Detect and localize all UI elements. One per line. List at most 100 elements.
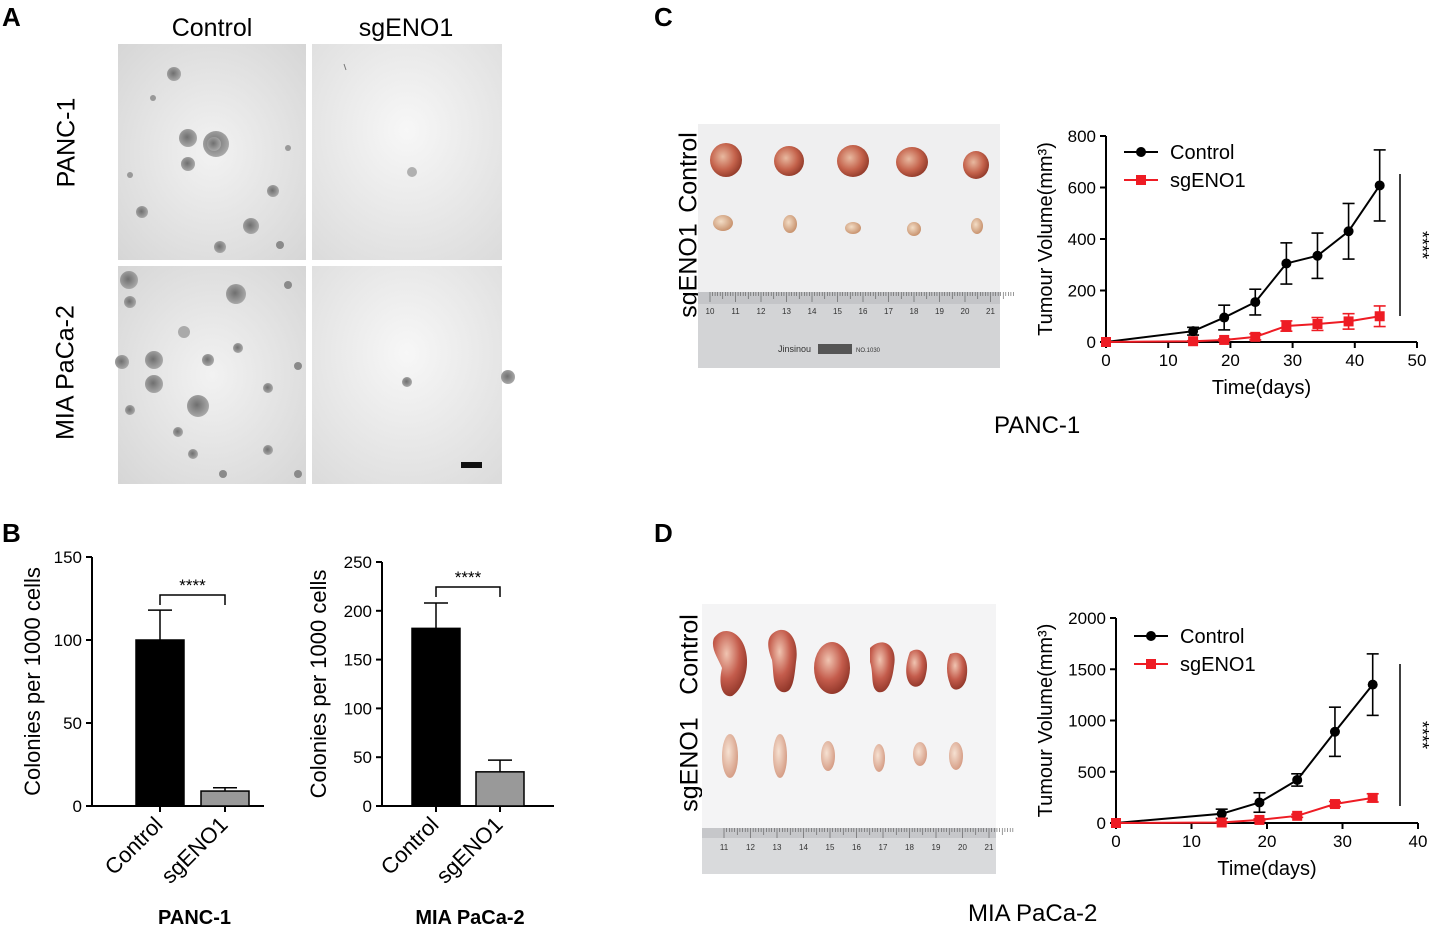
legend-label-sgeno1: sgENO1 [1170,170,1246,192]
ruler-label: 20 [961,307,970,316]
ruler-model-text: NO.1030 [856,348,881,354]
x-tick-label: 30 [1283,351,1302,370]
point-control [1312,250,1323,261]
ruler-label: 16 [859,307,868,316]
panel-b-letter: B [2,518,21,548]
ruler-label: 15 [826,843,835,852]
y-tick-label: 150 [344,651,372,670]
chart-c-panc1-tumour-volume: 0 200 400 600 800 0 10 20 30 40 50 Control sgENO1 ***… [1035,127,1432,399]
point-sgeno1 [1101,337,1111,347]
ruler-label: 10 [706,307,715,316]
point-control [1292,774,1303,785]
point-sgeno1 [1367,792,1378,803]
microscopy-image-mia-control [115,266,306,484]
significance-stars: **** [455,568,482,587]
ruler-label: 18 [910,307,919,316]
y-tick-label: 50 [63,714,82,733]
panel-c-letter: C [654,2,673,32]
point-control [1254,797,1265,808]
point-control [1219,312,1230,323]
point-sgeno1 [1329,799,1340,810]
ruler-label: 19 [935,307,944,316]
x-axis-label: Time(days) [1217,858,1316,880]
panel-a-row-label-mia: MIA PaCa-2 [51,305,80,440]
legend-label-sgeno1: sgENO1 [1180,654,1256,676]
series-line-sgeno1 [1115,796,1373,824]
x-tick-label: 50 [1408,351,1427,370]
ruler-label: 17 [879,843,888,852]
series-line-sgeno1 [1105,315,1380,343]
y-axis-label: Tumour Volume(mm³) [1035,624,1057,818]
point-control [1343,226,1354,237]
x-tick-label: 0 [1111,832,1120,851]
significance-stars: **** [1412,231,1432,259]
y-tick-label: 100 [54,631,82,650]
x-tick-label: 10 [1159,351,1178,370]
significance-stars: **** [179,576,206,595]
ruler-label: 11 [720,843,729,852]
point-sgeno1 [1343,316,1354,327]
ruler-label: 13 [782,307,791,316]
legend-marker-control [1146,631,1156,641]
ruler-label: 16 [852,843,861,852]
ruler-label: 15 [833,307,842,316]
panel-d-letter: D [654,518,673,548]
y-tick-label: 500 [1078,763,1106,782]
y-tick-label: 100 [344,699,372,718]
panel-a-letter: A [2,2,21,32]
point-sgeno1 [1250,331,1261,342]
ruler-label: 11 [731,307,740,316]
panel-a-col-header-control: Control [171,14,253,42]
bar-sgeno1 [475,771,525,807]
x-axis-label: Time(days) [1212,377,1311,399]
ruler-label: 20 [958,843,967,852]
legend-marker-control [1136,147,1146,157]
series-line-control [1105,184,1381,343]
ruler-label: 14 [799,843,808,852]
x-tick-label: 0 [1101,351,1110,370]
significance-bracket [435,586,501,597]
x-tick-label: 10 [1182,832,1201,851]
ruler-label: 18 [905,843,914,852]
panel-d-row-label-sgeno1: sgENO1 [675,717,704,812]
point-sgeno1 [1216,817,1227,828]
x-axis-label: MIA PaCa-2 [415,907,524,929]
y-tick-label: 2000 [1068,609,1106,628]
bar-control [135,639,185,807]
point-sgeno1 [1254,814,1265,825]
y-axis-label: Tumour Volume(mm³) [1035,142,1057,336]
panel-d-caption: MIA PaCa-2 [968,900,1098,927]
x-tick-label: 40 [1409,832,1428,851]
scale-bar [461,462,482,468]
x-tick-label: 20 [1258,832,1277,851]
panel-c-caption: PANC-1 [994,412,1081,439]
y-tick-label: 600 [1068,179,1096,198]
y-tick-label: 250 [344,553,372,572]
point-sgeno1 [1292,810,1303,821]
y-tick-label: 400 [1068,230,1096,249]
microscopy-image-panc1-sgeno1 [312,44,502,260]
panel-d-row-label-control: Control [675,614,704,695]
x-axis-label: PANC-1 [158,907,231,929]
ruler-brand-text: Jinsinou [778,344,811,354]
significance-bracket [159,594,226,605]
panel-a-row-label-panc1: PANC-1 [52,97,81,188]
point-sgeno1 [1374,311,1385,322]
ruler-label: 17 [884,307,893,316]
ruler-label: 21 [986,307,995,316]
x-tick-label: 40 [1345,351,1364,370]
ruler-label: 19 [932,843,941,852]
y-tick-label: 0 [363,797,372,816]
point-sgeno1 [1111,818,1121,828]
y-tick-label: 200 [1068,282,1096,301]
point-sgeno1 [1219,334,1230,345]
y-axis-label: Colonies per 1000 cells [306,570,331,799]
ruler-label: 13 [773,843,782,852]
legend-marker-sgeno1 [1146,659,1156,669]
legend-label-control: Control [1170,142,1234,164]
x-tick-label: 30 [1333,832,1352,851]
y-axis-label: Colonies per 1000 cells [20,567,45,796]
y-tick-label: 50 [353,748,372,767]
ruler-label: 14 [808,307,817,316]
